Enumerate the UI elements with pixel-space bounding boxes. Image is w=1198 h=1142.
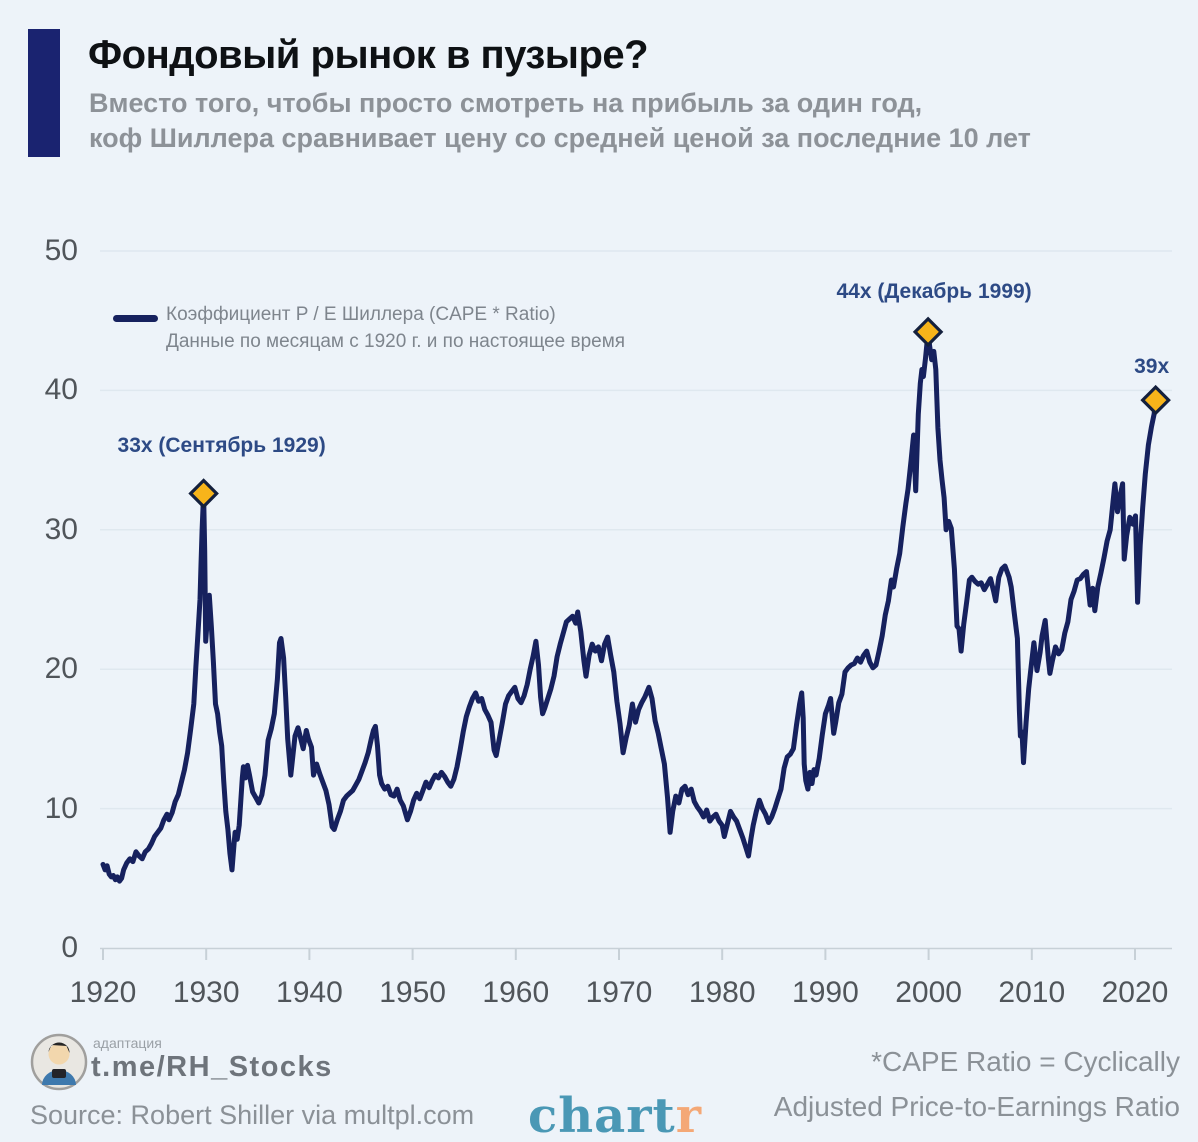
x-tick-label-1980: 1980 — [688, 976, 756, 1009]
x-tick-label-2010: 2010 — [998, 976, 1066, 1009]
y-tick-label-20: 20 — [44, 652, 78, 686]
page-title: Фондовый рынок в пузыре? — [88, 33, 649, 77]
chartr-logo-accent: r — [675, 1088, 702, 1142]
avatar — [30, 1033, 88, 1091]
legend: Коэффициент P / E Шиллера (CAPE * Ratio)… — [166, 302, 625, 356]
y-tick-label-50: 50 — [44, 234, 78, 267]
legend-line1: Коэффициент P / E Шиллера (CAPE * Ratio) — [166, 304, 556, 325]
y-tick-label-30: 30 — [44, 512, 78, 546]
chartr-logo: chartr — [528, 1088, 702, 1142]
y-tick-label-0: 0 — [61, 931, 78, 964]
title-accent-bar — [28, 29, 60, 157]
adaptation-label: адаптация — [93, 1035, 162, 1051]
peak-marker-1 — [912, 316, 944, 348]
page-subtitle-line2: коф Шиллера сравнивает цену со средней ц… — [89, 123, 1031, 153]
annotation-2: 39x — [1134, 355, 1170, 379]
x-tick-label-1950: 1950 — [379, 976, 446, 1009]
peak-marker-0 — [188, 478, 219, 509]
source-credit: Source: Robert Shiller via multpl.com — [30, 1100, 475, 1130]
legend-line2: Данные по месяцам с 1920 г. и по настоящ… — [166, 330, 626, 352]
x-tick-label-1920: 1920 — [69, 976, 137, 1009]
x-tick-label-1970: 1970 — [585, 976, 653, 1009]
peak-marker-2 — [1140, 384, 1171, 416]
x-tick-label-1990: 1990 — [792, 976, 859, 1009]
x-tick-label-1930: 1930 — [172, 976, 240, 1009]
y-tick-label-40: 40 — [44, 373, 78, 407]
page-subtitle-line1: Вместо того, чтобы просто смотреть на пр… — [89, 88, 923, 118]
x-tick-label-2000: 2000 — [895, 976, 962, 1009]
cape-ratio-line — [100, 329, 1159, 884]
cape-note-line2: Adjusted Price-to-Earnings Ratio — [773, 1090, 1180, 1122]
x-tick-label-2020: 2020 — [1101, 976, 1169, 1009]
annotation-1: 44x (Декабрь 1999) — [836, 279, 1032, 303]
legend-line-swatch — [113, 315, 158, 322]
cape-note-line1: *CAPE Ratio = Cyclically — [871, 1046, 1180, 1077]
chartr-logo-main: chart — [528, 1088, 676, 1142]
x-tick-label-1940: 1940 — [276, 976, 343, 1009]
telegram-handle-link[interactable]: t.me/RH_Stocks — [91, 1051, 333, 1083]
annotation-0: 33x (Сентябрь 1929) — [117, 433, 326, 457]
cape-definition-note: *CAPE Ratio = Cyclically Adjusted Price-… — [774, 1040, 1180, 1130]
x-tick-label-1960: 1960 — [482, 976, 550, 1009]
y-tick-label-10: 10 — [44, 791, 78, 825]
